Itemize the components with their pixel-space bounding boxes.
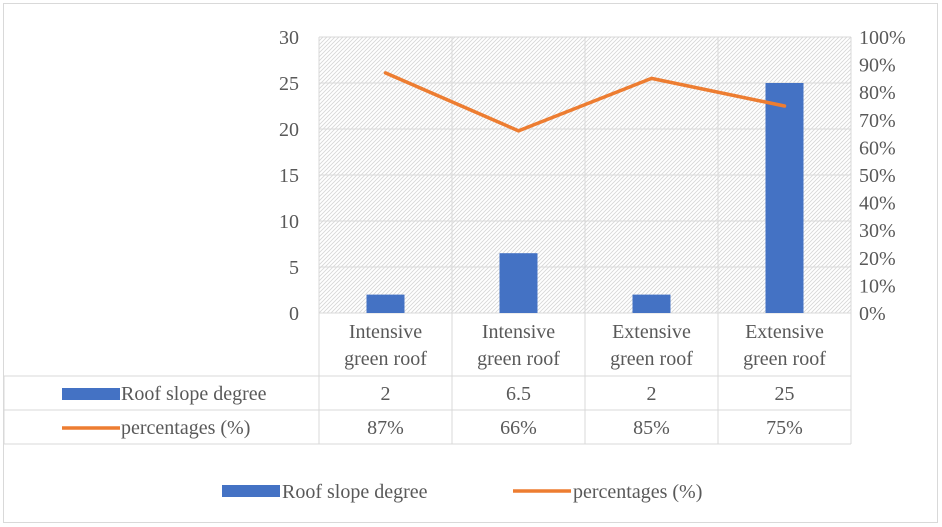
right-tick-label: 30% [859,220,896,242]
table-value: 2 [647,383,657,405]
category-label: green roof [344,348,427,370]
left-tick-label: 20 [279,119,299,141]
chart-frame: 0 5 10 15 20 25 30 0% 10% 20% 30% 40% 50% 60% 70% 80% 9… [3,3,938,523]
right-tick-label: 50% [859,165,896,187]
left-tick-label: 15 [279,165,299,187]
category-label: Extensive [745,321,824,343]
right-tick-label: 80% [859,82,896,104]
legend-label: Roof slope degree [282,481,428,503]
right-tick-label: 90% [859,55,896,77]
category-label: Extensive [612,321,691,343]
table-value: 25 [775,383,795,405]
legend-label: percentages (%) [573,481,702,503]
bar [632,294,671,313]
left-tick-label: 30 [279,27,299,49]
bar [765,83,804,313]
left-tick-label: 25 [279,73,299,95]
right-tick-label: 40% [859,193,896,215]
table-key-bar [62,388,120,400]
left-tick-label: 0 [289,303,299,325]
table-value: 66% [500,417,537,439]
table-value: 87% [367,417,404,439]
gridlines [4,36,852,445]
table-series-name: Roof slope degree [121,383,267,405]
left-tick-label: 5 [289,257,299,279]
line-series [383,71,787,133]
combo-chart: 0 5 10 15 20 25 30 0% 10% 20% 30% 40% 50% 60% 70% 80% 9… [4,27,906,503]
right-tick-label: 100% [859,27,906,49]
category-label: Intensive [482,321,555,343]
category-label: Intensive [349,321,422,343]
bar [366,294,405,313]
table-series-name: percentages (%) [121,417,250,439]
category-label: green roof [610,348,693,370]
category-label: green roof [477,348,560,370]
right-tick-label: 60% [859,137,896,159]
right-axis: 0% 10% 20% 30% 40% 50% 60% 70% 80% 90% 100% [859,27,906,325]
category-label: green roof [743,348,826,370]
right-tick-label: 70% [859,110,896,132]
left-tick-label: 10 [279,211,299,233]
legend-key-bar [222,485,280,497]
series-line [383,71,787,133]
table-value: 6.5 [506,383,531,405]
table-value: 75% [766,417,803,439]
table-value: 2 [381,383,391,405]
right-tick-label: 20% [859,248,896,270]
table-value: 85% [633,417,670,439]
data-table: Intensive green roof Intensive green roof Ex… [62,321,826,439]
right-tick-label: 10% [859,275,896,297]
bar-series [366,83,804,313]
legend: Roof slope degree percentages (%) [222,481,702,503]
bar [499,253,538,313]
left-axis: 0 5 10 15 20 25 30 [279,27,299,325]
right-tick-label: 0% [859,303,886,325]
